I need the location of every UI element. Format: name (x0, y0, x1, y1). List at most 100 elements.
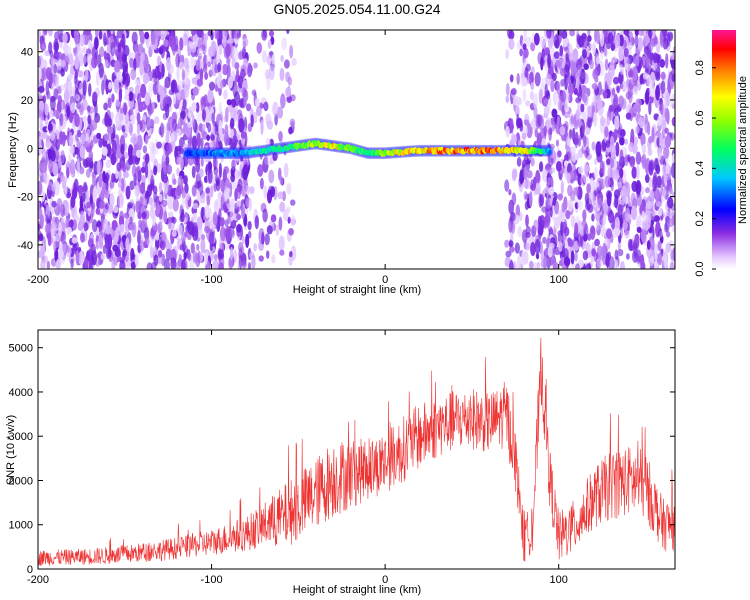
noise-speck (582, 250, 589, 261)
noise-speck (168, 165, 172, 173)
noise-speck (550, 79, 555, 92)
noise-speck (671, 116, 675, 127)
noise-speck (624, 230, 630, 239)
noise-speck (568, 82, 574, 97)
noise-speck (628, 141, 635, 153)
noise-speck (553, 34, 560, 49)
noise-speck (242, 40, 247, 50)
noise-speck (555, 161, 562, 172)
noise-speck (116, 74, 124, 83)
noise-speck (641, 153, 647, 170)
noise-speck (508, 240, 514, 248)
noise-speck (289, 250, 293, 258)
noise-speck (546, 30, 552, 39)
noise-speck (219, 79, 225, 89)
noise-speck (647, 30, 653, 38)
noise-speck (247, 261, 252, 269)
noise-speck (125, 159, 131, 171)
noise-speck (190, 242, 195, 254)
noise-speck (88, 32, 93, 43)
noise-speck (98, 234, 103, 250)
noise-speck (603, 43, 608, 57)
noise-speck (189, 55, 195, 70)
noise-speck (268, 169, 275, 184)
noise-speck (195, 59, 201, 72)
noise-speck (114, 59, 121, 73)
noise-speck (94, 30, 99, 39)
spectrogram-x-tick-label: 0 (382, 274, 388, 286)
noise-speck (261, 30, 268, 41)
noise-speck (574, 251, 578, 262)
noise-speck (85, 168, 91, 178)
noise-speck (575, 110, 580, 121)
noise-speck (152, 210, 156, 226)
noise-speck (226, 63, 231, 80)
noise-speck (519, 48, 524, 57)
noise-speck (82, 158, 87, 167)
noise-speck (288, 126, 293, 135)
noise-speck (655, 221, 661, 233)
noise-speck (105, 224, 110, 235)
noise-speck (168, 35, 173, 48)
noise-speck (664, 222, 668, 233)
noise-speck (203, 63, 208, 74)
noise-speck (614, 34, 621, 49)
noise-speck (179, 155, 184, 170)
noise-speck (652, 175, 658, 192)
noise-speck (142, 72, 149, 85)
noise-speck (589, 59, 594, 70)
noise-speck (609, 135, 615, 149)
noise-speck (206, 134, 211, 141)
noise-speck (619, 136, 625, 146)
colorbar-label: Normalized spectral amplitude (737, 76, 749, 224)
noise-speck (525, 231, 531, 239)
noise-speck (606, 116, 611, 126)
noise-speck (638, 30, 645, 37)
noise-speck (248, 197, 252, 212)
noise-speck (200, 157, 204, 167)
noise-speck (606, 191, 612, 207)
noise-speck (509, 74, 514, 83)
noise-speck (236, 186, 241, 200)
noise-speck (657, 252, 663, 266)
noise-speck (504, 179, 510, 192)
noise-speck (607, 64, 615, 80)
noise-speck (84, 121, 89, 128)
noise-speck (137, 230, 141, 246)
snr-panel: -200 -100 0 100 0 1000 2000 3000 4000 5000 Heigh… (5, 329, 676, 596)
noise-speck (553, 91, 558, 106)
noise-speck (231, 56, 236, 68)
noise-speck (625, 91, 632, 100)
snr-y-ticks: 0 1000 2000 3000 4000 5000 (9, 343, 675, 576)
noise-speck (569, 170, 575, 180)
noise-speck (640, 254, 645, 269)
noise-speck (567, 199, 574, 212)
noise-speck (120, 143, 125, 155)
noise-speck (192, 33, 199, 44)
noise-speck (108, 249, 112, 258)
noise-speck (110, 41, 116, 57)
noise-speck (240, 131, 247, 139)
noise-speck (624, 207, 631, 223)
noise-speck (54, 74, 59, 89)
noise-speck (560, 221, 568, 234)
noise-speck (620, 68, 624, 75)
noise-speck (568, 44, 573, 57)
noise-speck (213, 45, 218, 52)
noise-speck (659, 59, 666, 68)
noise-speck (157, 221, 163, 234)
noise-speck (124, 94, 130, 101)
noise-speck (104, 233, 110, 250)
noise-speck (525, 242, 531, 251)
noise-speck (147, 161, 151, 177)
noise-speck (544, 97, 549, 106)
noise-speck (596, 245, 603, 257)
noise-speck (587, 105, 592, 120)
noise-speck (545, 254, 552, 269)
noise-speck (553, 216, 560, 230)
noise-speck (112, 244, 119, 252)
noise-speck (654, 246, 658, 262)
noise-speck (153, 165, 158, 176)
noise-speck (96, 54, 102, 69)
noise-speck (148, 183, 155, 192)
